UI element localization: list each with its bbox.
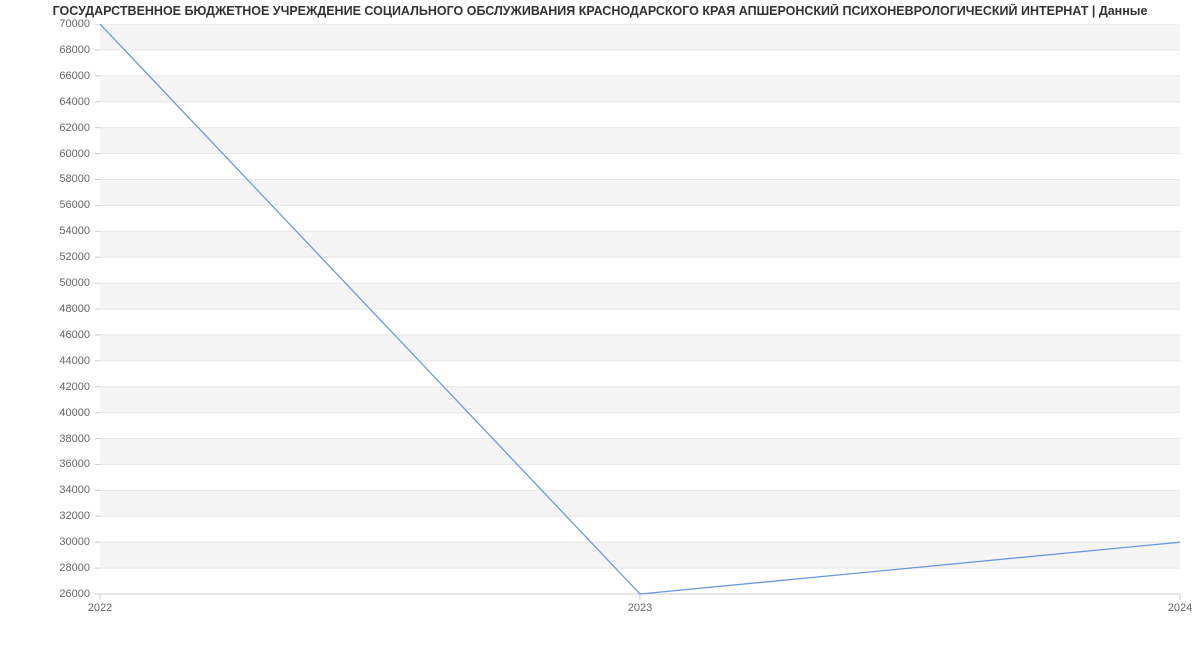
y-tick-label: 38000 [0, 433, 90, 445]
y-tick-label: 34000 [0, 484, 90, 496]
y-tick-label: 50000 [0, 277, 90, 289]
y-tick-label: 44000 [0, 355, 90, 367]
grid-band [100, 283, 1180, 309]
y-tick-label: 48000 [0, 303, 90, 315]
y-tick-label: 32000 [0, 510, 90, 522]
grid-band [100, 439, 1180, 465]
y-tick-label: 66000 [0, 70, 90, 82]
grid-band [100, 387, 1180, 413]
grid-band [100, 24, 1180, 50]
grid-band [100, 179, 1180, 205]
y-tick-label: 56000 [0, 199, 90, 211]
y-tick-label: 62000 [0, 122, 90, 134]
y-tick-label: 60000 [0, 148, 90, 160]
y-tick-label: 26000 [0, 588, 90, 600]
grid-band [100, 128, 1180, 154]
grid-band [100, 76, 1180, 102]
y-tick-label: 52000 [0, 251, 90, 263]
grid-band [100, 335, 1180, 361]
y-tick-label: 28000 [0, 562, 90, 574]
grid-band [100, 231, 1180, 257]
y-tick-label: 46000 [0, 329, 90, 341]
y-tick-label: 58000 [0, 173, 90, 185]
y-tick-label: 42000 [0, 381, 90, 393]
x-tick-label: 2022 [88, 602, 112, 614]
y-tick-label: 70000 [0, 18, 90, 30]
chart-container: ГОСУДАРСТВЕННОЕ БЮДЖЕТНОЕ УЧРЕЖДЕНИЕ СОЦ… [0, 0, 1200, 650]
y-tick-label: 40000 [0, 407, 90, 419]
chart-plot [0, 24, 1200, 634]
y-tick-label: 30000 [0, 536, 90, 548]
chart-title: ГОСУДАРСТВЕННОЕ БЮДЖЕТНОЕ УЧРЕЖДЕНИЕ СОЦ… [0, 4, 1200, 18]
y-tick-label: 36000 [0, 458, 90, 470]
x-tick-label: 2024 [1168, 602, 1192, 614]
y-tick-label: 64000 [0, 96, 90, 108]
y-tick-label: 68000 [0, 44, 90, 56]
grid-band [100, 490, 1180, 516]
x-tick-label: 2023 [628, 602, 652, 614]
y-tick-label: 54000 [0, 225, 90, 237]
grid-band [100, 542, 1180, 568]
